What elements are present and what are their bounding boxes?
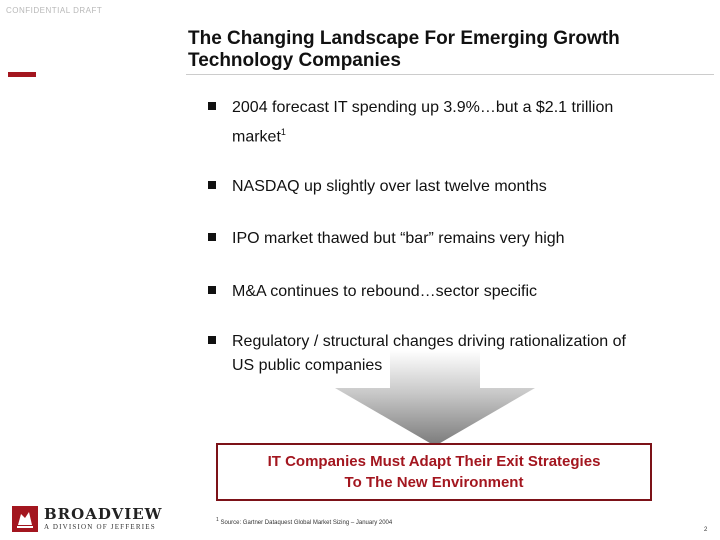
bullet-text: M&A continues to rebound…sector specific [232, 283, 538, 300]
slide-title: The Changing Landscape For Emerging Grow… [188, 28, 708, 72]
bullet-item: M&A continues to rebound…sector specific [208, 280, 678, 304]
callout-line-1: IT Companies Must Adapt Their Exit Strat… [267, 453, 601, 470]
slide-title-line-2: Technology Companies [188, 50, 401, 71]
bullet-item: 2004 forecast IT spending up 3.9%…but a … [208, 96, 678, 149]
bullet-text-line-1: Regulatory / structural changes driving … [232, 333, 626, 350]
crest-icon [12, 506, 38, 532]
source-footnote: 1 Source: Gartner Dataquest Global Marke… [216, 517, 392, 526]
accent-bar [8, 72, 36, 77]
bullet-square-icon [208, 336, 216, 344]
bullet-text-line-1: 2004 forecast IT spending up 3.9%…but a … [232, 99, 614, 116]
callout-line-2: To The New Environment [344, 474, 524, 491]
down-arrow-icon [335, 350, 535, 446]
bullet-item: Regulatory / structural changes driving … [208, 330, 678, 378]
bullet-square-icon [208, 102, 216, 110]
footnote-text: Source: Gartner Dataquest Global Market … [220, 520, 393, 526]
bullet-square-icon [208, 233, 216, 241]
bullet-square-icon [208, 286, 216, 294]
footnote-reference: 1 [280, 127, 286, 137]
bullet-text: IPO market thawed but “bar” remains very… [232, 230, 565, 247]
title-divider [186, 74, 714, 75]
bullet-text: NASDAQ up slightly over last twelve mont… [232, 178, 547, 195]
bullet-item: NASDAQ up slightly over last twelve mont… [208, 175, 678, 199]
bullet-text: Regulatory / structural changes driving … [232, 330, 626, 378]
callout-box: IT Companies Must Adapt Their Exit Strat… [216, 443, 652, 501]
confidential-label: CONFIDENTIAL DRAFT [6, 6, 103, 15]
bullet-text-line-2: US public companies [232, 357, 383, 374]
bullet-square-icon [208, 181, 216, 189]
bullet-text: 2004 forecast IT spending up 3.9%…but a … [232, 96, 613, 149]
page-number: 2 [704, 527, 708, 533]
bullet-item: IPO market thawed but “bar” remains very… [208, 227, 678, 251]
footnote-mark: 1 [216, 517, 219, 523]
logo-wordmark: BROADVIEW [44, 505, 163, 523]
logo-tagline: A DIVISION OF JEFFERIES [44, 523, 156, 531]
broadview-logo: BROADVIEW A DIVISION OF JEFFERIES [12, 506, 163, 532]
bullet-text-line-2: market [232, 128, 281, 146]
slide-title-line-1: The Changing Landscape For Emerging Grow… [188, 28, 620, 49]
